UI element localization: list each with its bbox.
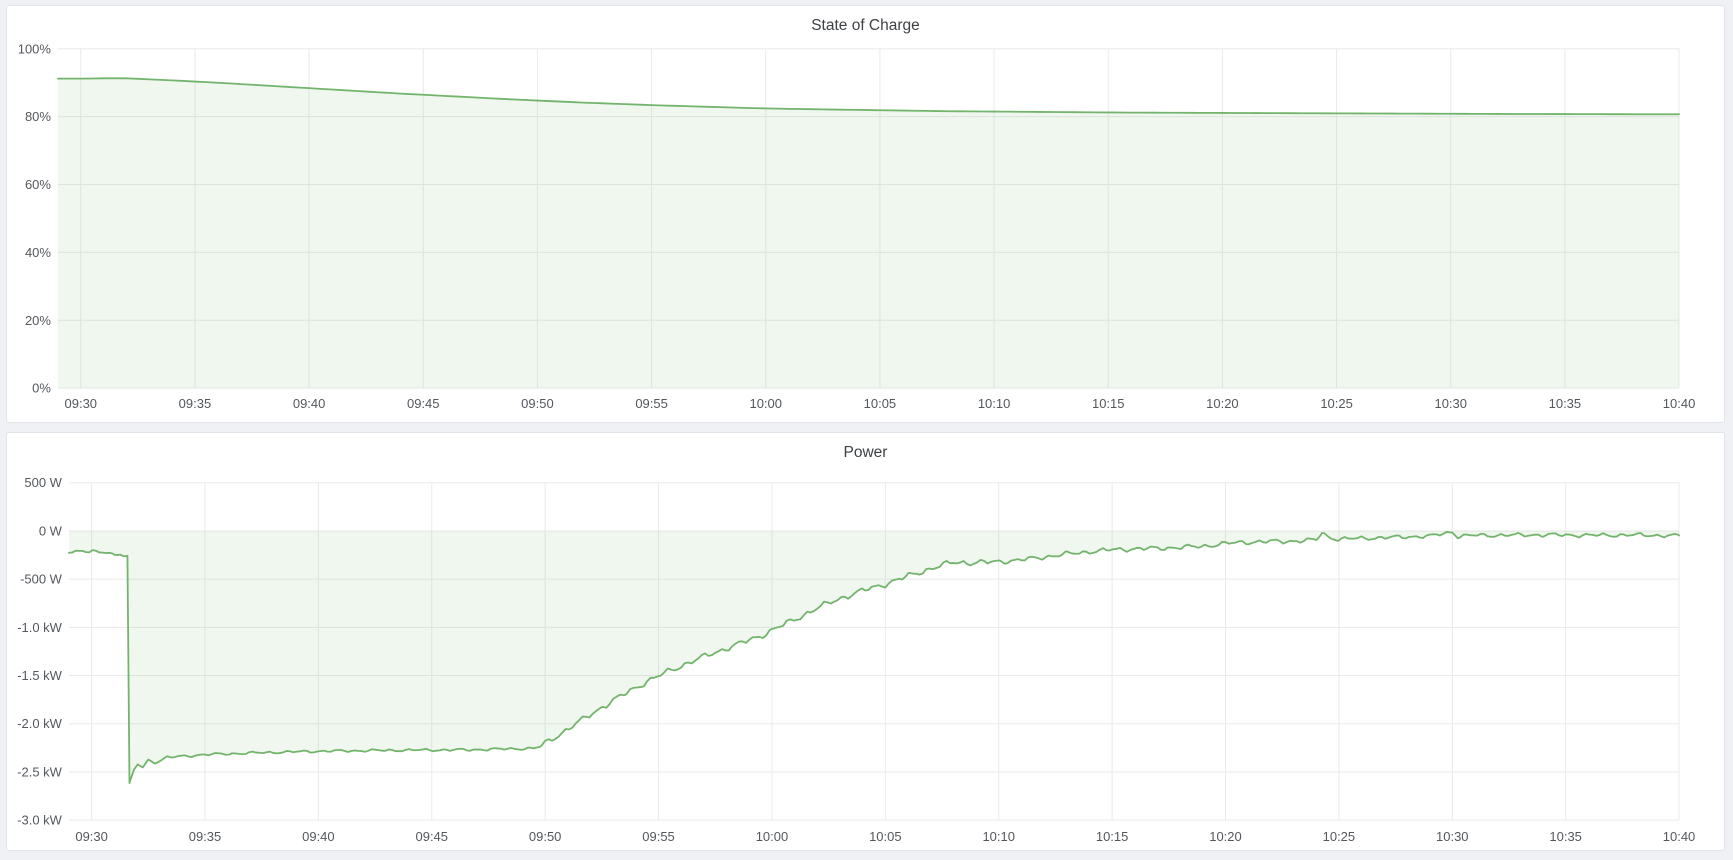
x-tick-label: 10:15 <box>1092 396 1124 411</box>
x-tick-label: 10:40 <box>1663 829 1695 844</box>
y-tick-label: -3.0 kW <box>17 813 62 828</box>
y-tick-label: 500 W <box>24 475 62 490</box>
power-chart-canvas[interactable]: 500 W 0 W -500 W -1.0 kW -1.5 kW -2.0 kW -2.5 … <box>7 433 1724 850</box>
x-tick-label: 09:50 <box>529 829 561 844</box>
x-tick-label: 10:25 <box>1320 396 1352 411</box>
x-tick-label: 09:35 <box>179 396 211 411</box>
x-tick-label: 09:30 <box>75 829 107 844</box>
y-tick-label: -1.5 kW <box>17 668 62 683</box>
panel-power: 500 W 0 W -500 W -1.0 kW -1.5 kW -2.0 kW -2.5 … <box>6 432 1725 851</box>
y-tick-label: 40% <box>25 245 51 260</box>
x-tick-label: 09:40 <box>302 829 334 844</box>
series-line <box>57 77 1680 116</box>
y-tick-label: 80% <box>25 109 51 124</box>
x-tick-label: 10:25 <box>1323 829 1355 844</box>
series-area-fill <box>68 530 1680 784</box>
panel-title-power[interactable]: Power <box>843 444 888 461</box>
x-tick-label: 09:55 <box>635 396 667 411</box>
x-tick-label: 10:20 <box>1209 829 1241 844</box>
soc-chart-canvas[interactable]: 100% 80% 60% 40% 20% 0% 09:30 09:35 09:40 09:45 09… <box>7 6 1724 422</box>
y-tick-label: 100% <box>18 41 52 56</box>
series-area-fill <box>57 78 1680 389</box>
series-line <box>68 531 1680 784</box>
x-tick-label: 10:00 <box>756 829 788 844</box>
y-tick-label: -1.0 kW <box>17 620 62 635</box>
y-tick-label: 60% <box>25 177 51 192</box>
panel-state-of-charge: 100% 80% 60% 40% 20% 0% 09:30 09:35 09:40 09:45 09… <box>6 5 1725 423</box>
x-tick-label: 10:20 <box>1206 396 1238 411</box>
x-tick-label: 10:30 <box>1436 829 1468 844</box>
y-tick-label: -2.5 kW <box>17 764 62 779</box>
x-tick-label: 10:40 <box>1663 396 1695 411</box>
panel-title-state-of-charge[interactable]: State of Charge <box>811 17 920 34</box>
x-tick-label: 10:15 <box>1096 829 1128 844</box>
x-tick-label: 10:35 <box>1549 396 1581 411</box>
x-tick-label: 10:05 <box>864 396 896 411</box>
x-tick-label: 10:05 <box>869 829 901 844</box>
x-tick-label: 09:50 <box>521 396 553 411</box>
y-tick-label: -500 W <box>20 572 63 587</box>
x-tick-label: 10:10 <box>978 396 1010 411</box>
y-tick-label: 0% <box>32 381 51 396</box>
x-tick-label: 09:55 <box>642 829 674 844</box>
x-tick-label: 09:45 <box>416 829 448 844</box>
x-tick-label: 10:00 <box>750 396 782 411</box>
x-tick-label: 09:30 <box>65 396 97 411</box>
y-tick-label: 0 W <box>39 523 63 538</box>
y-tick-label: -2.0 kW <box>17 716 62 731</box>
x-tick-label: 09:45 <box>407 396 439 411</box>
x-tick-label: 10:10 <box>982 829 1014 844</box>
x-tick-label: 09:35 <box>189 829 221 844</box>
x-tick-label: 09:40 <box>293 396 325 411</box>
y-tick-label: 20% <box>25 313 51 328</box>
x-tick-label: 10:30 <box>1434 396 1466 411</box>
x-tick-label: 10:35 <box>1549 829 1581 844</box>
